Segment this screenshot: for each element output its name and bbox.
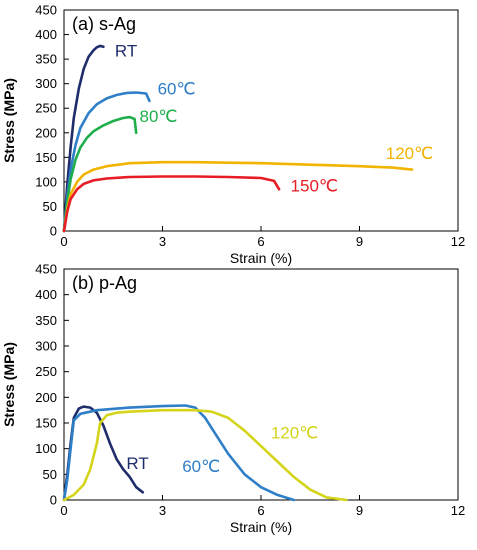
- panel-title: (a) s-Ag: [72, 14, 136, 34]
- y-tick-label: 450: [35, 3, 57, 18]
- panel-a: 0 50 100 150 200 250 300 350 400 450 0 3 6 9 12 Strain …: [1, 3, 465, 267]
- x-tick-label: 3: [159, 503, 166, 518]
- series-line-4: [62, 160, 414, 233]
- series-line-5: [62, 175, 281, 233]
- series-label-3: 80℃: [140, 107, 178, 126]
- panel-b: 0 50 100 150 200 250 300 350 400 450 0 3 6 9 12 Strain …: [1, 262, 465, 536]
- y-tick-label: 150: [35, 416, 57, 431]
- x-axis-label: Strain (%): [230, 519, 292, 535]
- x-tick-label: 12: [451, 503, 465, 518]
- y-tick-label: 50: [43, 199, 57, 214]
- y-tick-label: 300: [35, 339, 57, 354]
- x-tick-label: 3: [159, 234, 166, 249]
- y-tick-label: 350: [35, 313, 57, 328]
- series-line-3: [62, 408, 348, 502]
- series-line-2: [62, 404, 296, 502]
- y-tick-label: 100: [35, 174, 57, 189]
- x-tick-label: 6: [257, 234, 264, 249]
- x-tick-label: 0: [60, 503, 67, 518]
- x-tick-label: 9: [356, 503, 363, 518]
- panel-title: (b) p-Ag: [72, 273, 137, 293]
- y-tick-label: 100: [35, 441, 57, 456]
- series-label-3: 120℃: [271, 423, 318, 442]
- y-tick-label: 0: [50, 493, 57, 508]
- x-tick-label: 12: [451, 234, 465, 249]
- series-label-2: 60℃: [182, 457, 220, 476]
- x-tick-label: 9: [356, 234, 363, 249]
- y-tick-label: 300: [35, 76, 57, 91]
- y-tick-label: 250: [35, 364, 57, 379]
- y-tick-label: 150: [35, 150, 57, 165]
- series-label-1: RT: [115, 42, 137, 61]
- y-tick-label: 400: [35, 27, 57, 42]
- series-line-1: [62, 44, 105, 233]
- series-line-3: [62, 115, 138, 233]
- y-tick-label: 250: [35, 101, 57, 116]
- plot-frame: [63, 268, 459, 501]
- y-tick-label: 350: [35, 52, 57, 67]
- series-label-2: 60℃: [158, 79, 196, 98]
- y-tick-label: 200: [35, 390, 57, 405]
- series-line-2: [62, 91, 151, 233]
- series-label-5: 150℃: [291, 177, 338, 196]
- y-tick-label: 450: [35, 262, 57, 277]
- series-label-4: 120℃: [386, 144, 433, 163]
- y-axis-label: Stress (MPa): [1, 342, 17, 427]
- y-tick-label: 50: [43, 467, 57, 482]
- x-tick-label: 0: [60, 234, 67, 249]
- y-tick-label: 200: [35, 125, 57, 140]
- series-label-1: RT: [126, 454, 148, 473]
- x-tick-label: 6: [257, 503, 264, 518]
- x-axis-label: Strain (%): [230, 250, 292, 266]
- y-tick-label: 400: [35, 287, 57, 302]
- y-tick-label: 0: [50, 224, 57, 239]
- y-axis-label: Stress (MPa): [1, 78, 17, 163]
